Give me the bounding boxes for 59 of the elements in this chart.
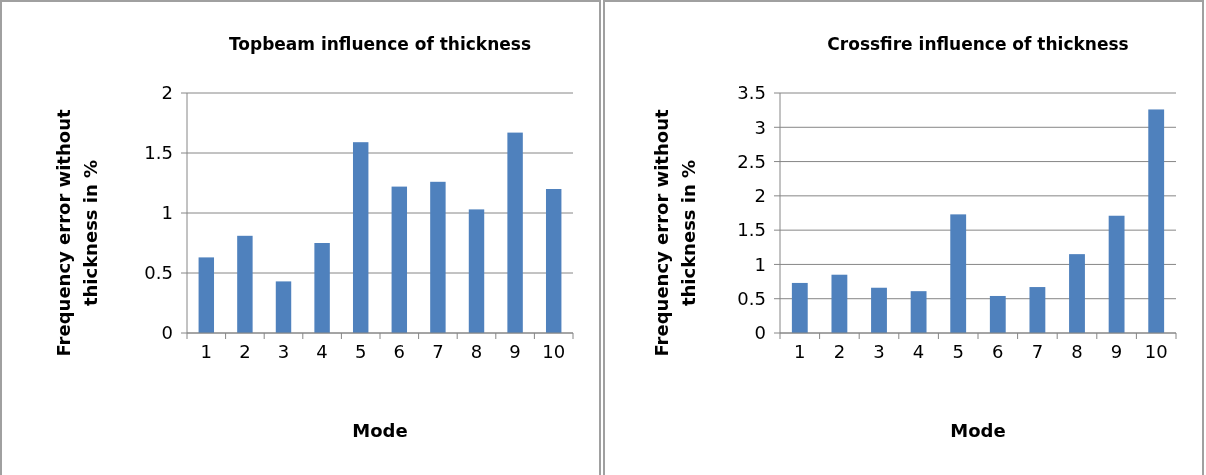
x-tick-label: 10 — [1144, 341, 1168, 362]
x-axis-title: Mode — [352, 420, 408, 441]
y-axis-title: Frequency error without thickness in % — [53, 109, 101, 357]
y-axis-title: Frequency error without thickness in % — [651, 109, 699, 357]
x-tick-label: 8 — [1071, 341, 1083, 362]
x-tick-label: 8 — [470, 341, 483, 362]
bar — [275, 281, 292, 333]
bar — [950, 214, 967, 333]
y-tick-label: 0.5 — [737, 288, 766, 310]
chart-title: Topbeam influence of thickness — [228, 34, 532, 54]
y-tick-label: 0 — [754, 322, 766, 344]
x-tick-label: 1 — [794, 341, 806, 362]
x-tick-label: 10 — [542, 341, 566, 362]
x-tick-label: 3 — [277, 341, 290, 362]
bar — [1108, 215, 1125, 333]
x-tick-label: 5 — [952, 341, 964, 362]
x-tick-label: 9 — [1110, 341, 1123, 362]
bar — [1029, 287, 1046, 333]
y-tick-label: 1.5 — [144, 142, 173, 164]
x-tick-label: 2 — [239, 341, 251, 362]
x-tick-label: 1 — [200, 341, 213, 362]
x-tick-label: 4 — [316, 341, 328, 362]
x-tick-label: 9 — [509, 341, 521, 362]
x-tick-label: 5 — [354, 341, 367, 362]
bar — [1069, 254, 1085, 333]
x-tick-label: 2 — [833, 341, 846, 362]
y-tick-label: 0 — [161, 322, 173, 344]
y-tick-label: 2.5 — [737, 150, 766, 172]
bar — [507, 132, 523, 333]
bar — [791, 282, 808, 333]
y-tick-label: 2 — [161, 82, 173, 104]
bar — [391, 186, 408, 333]
y-tick-label: 3.5 — [737, 82, 766, 104]
x-tick-label: 4 — [912, 341, 925, 362]
bar — [989, 295, 1006, 333]
bar — [1148, 109, 1165, 333]
y-tick-label: 1 — [754, 253, 766, 275]
bar — [430, 181, 446, 333]
x-tick-label: 3 — [873, 341, 885, 362]
y-tick-label: 3 — [754, 116, 766, 138]
y-tick-label: 1.5 — [737, 219, 766, 241]
chart-title: Crossfire influence of thickness — [827, 34, 1129, 54]
bar — [314, 243, 330, 333]
x-tick-label: 6 — [393, 341, 406, 362]
bar — [468, 209, 485, 333]
bar — [871, 287, 887, 333]
bar — [352, 142, 369, 333]
y-tick-label: 2 — [754, 185, 766, 207]
x-tick-label: 7 — [1031, 341, 1044, 362]
bar — [545, 189, 562, 333]
bar — [237, 235, 253, 333]
y-tick-label: 0.5 — [144, 262, 173, 284]
x-tick-label: 6 — [992, 341, 1004, 362]
bar — [198, 257, 215, 333]
x-tick-label: 7 — [432, 341, 444, 362]
y-tick-label: 1 — [161, 202, 173, 224]
x-axis-title: Mode — [950, 420, 1006, 441]
bar — [831, 274, 848, 333]
bar — [910, 291, 927, 333]
